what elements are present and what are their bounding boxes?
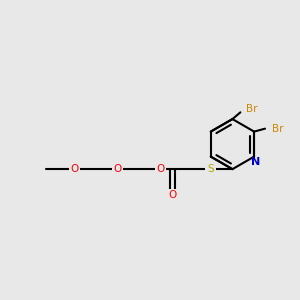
Text: Br: Br (246, 104, 258, 114)
Text: N: N (251, 157, 260, 167)
Text: S: S (207, 164, 214, 174)
Text: O: O (70, 164, 79, 174)
Text: O: O (157, 164, 165, 174)
Text: O: O (169, 190, 177, 200)
Text: O: O (113, 164, 122, 174)
Text: Br: Br (272, 124, 283, 134)
